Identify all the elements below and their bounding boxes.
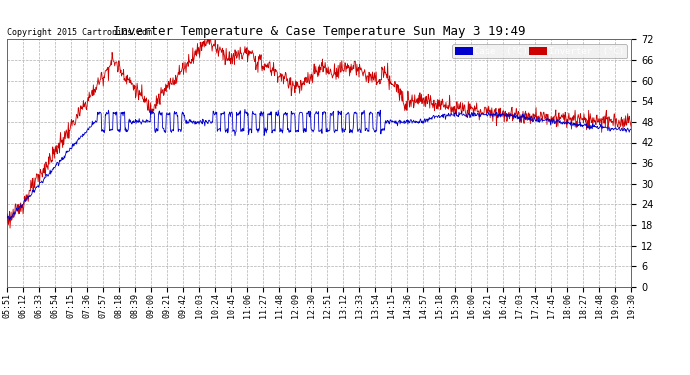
- Legend: Case  (°C), Inverter  (°C): Case (°C), Inverter (°C): [452, 44, 627, 58]
- Text: Copyright 2015 Cartronics.com: Copyright 2015 Cartronics.com: [7, 28, 152, 37]
- Title: Inverter Temperature & Case Temperature Sun May 3 19:49: Inverter Temperature & Case Temperature …: [113, 25, 525, 38]
